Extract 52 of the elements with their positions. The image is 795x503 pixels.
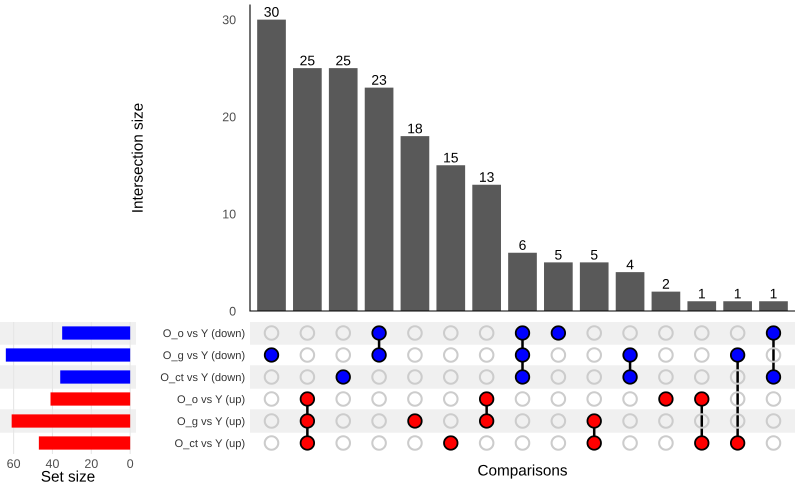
data-label: 5 [590, 250, 598, 260]
bar [723, 301, 752, 311]
data-label: 18 [408, 124, 422, 134]
data-label: 15 [444, 152, 458, 163]
bar [687, 301, 716, 311]
bar [6, 348, 130, 362]
data-label: 5 [555, 250, 562, 260]
bar [436, 165, 466, 311]
bar [62, 326, 130, 340]
bar [50, 392, 130, 406]
data-label: 25 [300, 56, 315, 66]
y-tick-label: O_g vs Y (up) [178, 416, 244, 428]
data-label: 2 [662, 278, 670, 289]
data-label: 25 [336, 56, 350, 66]
data-label: 1 [698, 288, 705, 298]
x-axis-title: Set size [42, 470, 94, 482]
y-tick-label: 0 [230, 306, 236, 316]
bar [38, 436, 130, 450]
data-label: 30 [264, 6, 279, 17]
bar [328, 68, 358, 311]
y-tick-label: O_o vs Y (up) [178, 394, 244, 406]
bar [257, 20, 286, 311]
bar [60, 370, 130, 384]
data-label: 1 [734, 288, 741, 298]
bar [759, 301, 788, 311]
bar [400, 136, 430, 311]
x-tick-label: 60 [7, 459, 20, 468]
x-tick-label: 0 [127, 459, 134, 468]
y-tick-label: O_ct vs Y (up) [175, 438, 244, 450]
bar [293, 68, 322, 311]
y-tick-label: 30 [222, 15, 236, 24]
y-tick-label: O_g vs Y (down) [163, 350, 244, 362]
bar [616, 272, 644, 311]
data-label: 6 [519, 240, 526, 250]
bar [472, 184, 501, 311]
y-tick-label: O_o vs Y (down) [163, 328, 244, 340]
y-axis-title: Intersection size [132, 103, 143, 212]
bar [508, 252, 537, 311]
bar [652, 292, 680, 311]
data-label: 23 [372, 74, 386, 85]
data-label: 1 [770, 288, 777, 298]
data-label: 4 [626, 260, 634, 270]
y-tick-label: 10 [223, 210, 236, 219]
y-tick-label: 20 [222, 112, 236, 122]
x-tick-label: 20 [84, 459, 98, 468]
x-axis-title: Comparisons [478, 464, 567, 479]
y-tick-label: O_ct vs Y (down) [160, 372, 244, 384]
bar [544, 262, 573, 311]
x-tick-label: 40 [46, 459, 59, 468]
bar [364, 88, 394, 311]
bar [580, 262, 609, 311]
data-label: 13 [480, 172, 494, 182]
